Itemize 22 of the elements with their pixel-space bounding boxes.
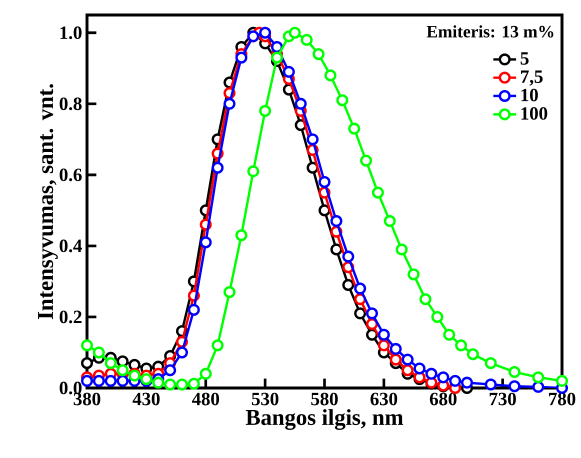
legend-label: 10	[521, 88, 538, 102]
x-tick-label: 730	[490, 392, 516, 406]
legend-label: 100	[521, 107, 548, 120]
x-tick-label: 630	[370, 392, 398, 406]
x-tick-label: 780	[549, 392, 576, 406]
y-tick-label: 0.8	[60, 97, 82, 110]
y-tick-label: 0.4	[60, 240, 82, 252]
x-axis-title: Bangos ilgis, nm	[246, 409, 404, 430]
x-tick-label: 430	[132, 392, 160, 406]
legend-label: 7,5	[521, 70, 543, 86]
legend-title: Emiteris: 13 m%	[426, 25, 554, 38]
y-tick-label: 0.0	[60, 382, 82, 394]
x-tick-label: 680	[430, 392, 457, 406]
y-tick-label: 0.2	[60, 310, 82, 324]
y-axis-title: Intensyvumas, sant. vnt.	[38, 84, 58, 320]
x-tick-label: 480	[192, 392, 220, 406]
y-tick-label: 1.0	[60, 26, 82, 40]
x-tick-label: 580	[311, 392, 338, 406]
x-tick-label: 530	[252, 392, 278, 406]
legend-label: 5	[520, 52, 529, 65]
x-tick-label: 380	[74, 392, 100, 406]
y-tick-label: 0.6	[60, 168, 82, 182]
